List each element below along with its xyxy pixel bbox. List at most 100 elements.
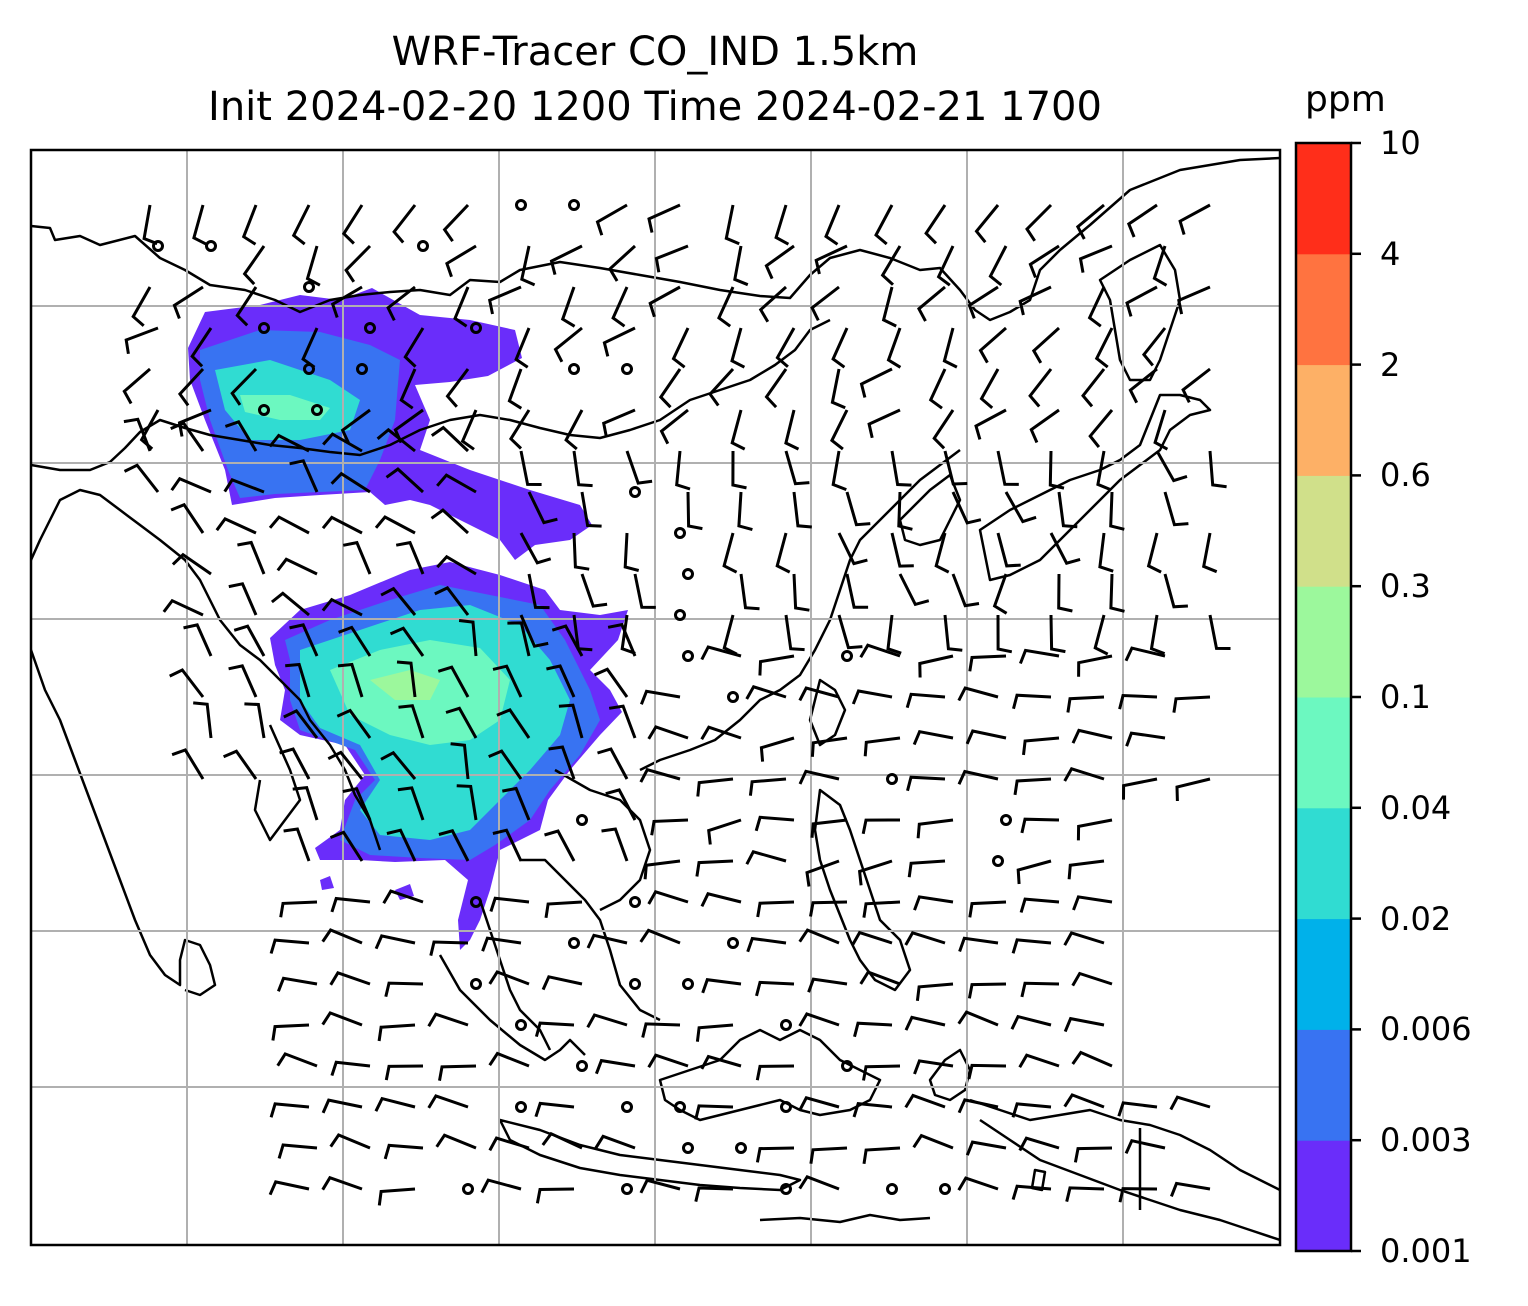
- calm-wind-marker: [515, 1101, 527, 1113]
- wind-barb: [445, 368, 470, 408]
- wind-barb: [241, 204, 258, 246]
- wind-barb: [1201, 532, 1218, 574]
- wind-barb: [445, 244, 477, 278]
- wind-barb: [1178, 203, 1211, 236]
- calm-wind-marker: [780, 1183, 792, 1195]
- wind-barb: [943, 450, 968, 486]
- wind-barb: [717, 286, 735, 328]
- wind-barb: [1163, 573, 1188, 609]
- wind-barb: [460, 409, 478, 451]
- plume-south-peak: [370, 670, 440, 700]
- wind-barb: [798, 1174, 840, 1191]
- wind-barb: [700, 725, 742, 741]
- wind-barb: [733, 245, 749, 287]
- wind-barb: [686, 491, 703, 531]
- map-frame: [29, 148, 1282, 1247]
- calm-wind-marker: [939, 1183, 951, 1195]
- wind-barb: [595, 203, 628, 236]
- wind-barb: [957, 686, 999, 702]
- wind-barb: [758, 654, 795, 676]
- wind-barb: [508, 409, 531, 450]
- wind-barb: [792, 491, 812, 529]
- wind-barb: [671, 327, 690, 369]
- wind-barb: [330, 1060, 371, 1077]
- wind-barb: [276, 1052, 318, 1068]
- wind-barb: [123, 417, 152, 452]
- wind-barb: [830, 368, 846, 410]
- calm-wind-marker: [258, 322, 270, 334]
- wind-barb: [1118, 1187, 1158, 1203]
- wind-barb: [748, 777, 787, 796]
- wind-barb: [1177, 285, 1211, 315]
- wind-barb: [1067, 859, 1105, 880]
- wind-barb: [675, 450, 691, 491]
- wind-barb: [534, 1021, 575, 1037]
- wind-barb: [904, 1093, 946, 1109]
- wind-barb: [269, 938, 310, 954]
- wind-barb: [336, 708, 372, 739]
- wind-barb: [1169, 1095, 1211, 1111]
- wind-barb: [541, 975, 583, 991]
- wind-barb: [283, 709, 319, 739]
- calm-wind-marker: [682, 568, 694, 580]
- wind-barb: [279, 900, 318, 918]
- wind-barb: [1155, 450, 1188, 483]
- wind-barb: [775, 532, 791, 574]
- wind-barb: [831, 327, 849, 369]
- wind-barb: [1153, 409, 1169, 451]
- wind-barb: [913, 1059, 954, 1075]
- wind-barb: [342, 786, 372, 821]
- wind-barb: [541, 1131, 583, 1150]
- wind-barb: [1011, 1184, 1052, 1201]
- wind-barb: [852, 1101, 893, 1118]
- wind-barb: [951, 491, 982, 525]
- wind-barb: [548, 745, 576, 780]
- wind-barb: [1013, 777, 1052, 796]
- wind-barb: [502, 786, 531, 821]
- wind-barb: [572, 450, 593, 488]
- wind-barb: [341, 204, 364, 245]
- calm-wind-marker: [576, 814, 588, 826]
- wind-barb: [1031, 326, 1061, 364]
- wind-barb: [427, 1012, 469, 1028]
- colorbar-segment: [1296, 586, 1351, 698]
- wind-barb: [329, 1133, 371, 1150]
- wind-barb: [890, 532, 914, 568]
- plume-fragment: [320, 876, 334, 890]
- colorbar-tick-label: 0.006: [1380, 1010, 1472, 1049]
- wind-barb: [172, 285, 204, 320]
- calm-wind-marker: [152, 240, 164, 252]
- wind-barb: [487, 285, 522, 315]
- wind-barb: [453, 286, 470, 328]
- wind-barb: [916, 818, 954, 839]
- wind-barb: [342, 540, 372, 575]
- wind-barb: [377, 1187, 416, 1206]
- colorbar-segment: [1296, 918, 1351, 1030]
- calm-wind-marker: [629, 978, 641, 990]
- wind-barb: [708, 367, 735, 407]
- colorbar-segment: [1296, 143, 1351, 255]
- wind-barb: [607, 622, 637, 657]
- calm-wind-marker: [356, 363, 368, 375]
- wind-barb: [1175, 777, 1211, 802]
- wind-barb: [880, 245, 902, 286]
- wind-barb: [907, 859, 946, 878]
- calm-wind-marker: [629, 896, 641, 908]
- wind-barb: [268, 1180, 310, 1196]
- wind-barb: [215, 517, 257, 535]
- wind-barb: [527, 491, 558, 525]
- wind-barb: [957, 1098, 999, 1114]
- wind-barb: [851, 930, 893, 946]
- wind-barb: [805, 859, 840, 887]
- wind-barb: [131, 286, 152, 327]
- wind-barb: [171, 552, 212, 576]
- wind-barb: [623, 532, 640, 572]
- wind-barb: [488, 749, 523, 780]
- colorbar-segment: [1296, 364, 1351, 476]
- wind-barb: [456, 784, 478, 821]
- wind-barb: [639, 1178, 681, 1194]
- wind-barb: [330, 285, 363, 318]
- wind-barb: [928, 368, 947, 410]
- wind-barb: [230, 367, 258, 406]
- wind-barb: [810, 736, 848, 757]
